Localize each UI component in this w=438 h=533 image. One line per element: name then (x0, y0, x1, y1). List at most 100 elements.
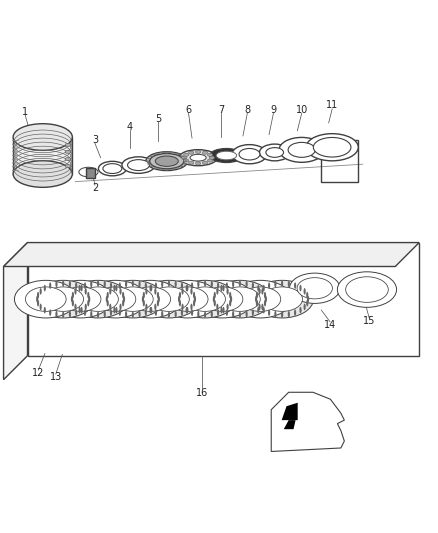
Ellipse shape (12, 170, 14, 171)
Ellipse shape (258, 288, 261, 295)
Ellipse shape (171, 168, 174, 170)
Ellipse shape (71, 296, 73, 302)
Ellipse shape (44, 285, 46, 292)
Text: 7: 7 (218, 105, 224, 115)
Ellipse shape (103, 164, 122, 174)
Ellipse shape (210, 149, 243, 163)
Ellipse shape (69, 281, 71, 287)
Ellipse shape (186, 285, 188, 292)
Ellipse shape (262, 287, 303, 311)
Ellipse shape (85, 288, 87, 295)
Ellipse shape (123, 296, 125, 302)
Polygon shape (271, 392, 344, 451)
Ellipse shape (229, 292, 231, 298)
Text: 8: 8 (244, 105, 251, 115)
Ellipse shape (214, 292, 216, 298)
Ellipse shape (281, 280, 283, 287)
Ellipse shape (13, 159, 15, 160)
Ellipse shape (246, 281, 248, 287)
Ellipse shape (185, 287, 226, 311)
Text: 10: 10 (296, 105, 308, 115)
Ellipse shape (155, 156, 178, 166)
Text: 3: 3 (92, 135, 98, 146)
Ellipse shape (294, 282, 296, 289)
Ellipse shape (171, 152, 174, 154)
Ellipse shape (157, 300, 159, 306)
Ellipse shape (13, 124, 72, 150)
Ellipse shape (109, 288, 111, 295)
Ellipse shape (214, 300, 216, 306)
Ellipse shape (138, 281, 141, 287)
Ellipse shape (12, 166, 14, 167)
Ellipse shape (125, 311, 127, 318)
Ellipse shape (49, 280, 112, 318)
Ellipse shape (95, 287, 136, 311)
Ellipse shape (346, 277, 388, 302)
Ellipse shape (16, 163, 18, 164)
Ellipse shape (150, 154, 184, 169)
Ellipse shape (43, 287, 84, 311)
Ellipse shape (202, 161, 208, 164)
Ellipse shape (195, 162, 201, 165)
Ellipse shape (274, 281, 276, 287)
Ellipse shape (202, 151, 208, 154)
Ellipse shape (208, 280, 271, 318)
Ellipse shape (191, 304, 193, 310)
Ellipse shape (65, 143, 71, 147)
Ellipse shape (229, 280, 292, 318)
Ellipse shape (55, 281, 57, 287)
Ellipse shape (297, 278, 332, 299)
Ellipse shape (145, 288, 148, 295)
Ellipse shape (14, 140, 16, 141)
Ellipse shape (150, 165, 153, 167)
Ellipse shape (145, 282, 147, 289)
Ellipse shape (150, 155, 153, 157)
Ellipse shape (288, 281, 290, 287)
Ellipse shape (226, 304, 229, 310)
Ellipse shape (17, 170, 19, 171)
Ellipse shape (16, 151, 18, 152)
Ellipse shape (209, 156, 215, 159)
Ellipse shape (181, 304, 184, 310)
Ellipse shape (122, 300, 124, 306)
Ellipse shape (25, 287, 66, 311)
Ellipse shape (268, 282, 270, 289)
Ellipse shape (119, 309, 121, 316)
Ellipse shape (177, 154, 180, 155)
Ellipse shape (190, 155, 206, 161)
Ellipse shape (154, 304, 156, 310)
Ellipse shape (179, 292, 181, 298)
Ellipse shape (174, 280, 237, 318)
Ellipse shape (39, 304, 42, 310)
Ellipse shape (165, 169, 168, 171)
Ellipse shape (193, 300, 195, 306)
Ellipse shape (84, 280, 147, 318)
Ellipse shape (99, 161, 126, 176)
Ellipse shape (239, 311, 241, 318)
Text: 5: 5 (155, 114, 161, 124)
Ellipse shape (60, 287, 101, 311)
Ellipse shape (17, 151, 19, 152)
Ellipse shape (191, 288, 193, 295)
Ellipse shape (16, 155, 18, 156)
Ellipse shape (180, 155, 184, 157)
Ellipse shape (226, 288, 229, 295)
Polygon shape (4, 243, 419, 266)
Ellipse shape (85, 304, 87, 310)
Ellipse shape (175, 311, 177, 318)
Ellipse shape (182, 156, 187, 159)
Ellipse shape (193, 292, 195, 298)
Ellipse shape (44, 307, 46, 313)
Ellipse shape (178, 296, 180, 302)
Ellipse shape (157, 292, 159, 298)
Ellipse shape (84, 309, 86, 316)
Ellipse shape (13, 170, 15, 171)
Ellipse shape (300, 285, 302, 292)
Ellipse shape (179, 150, 217, 166)
Ellipse shape (181, 282, 183, 289)
Ellipse shape (12, 155, 14, 156)
Ellipse shape (148, 287, 189, 311)
Ellipse shape (138, 311, 141, 318)
Ellipse shape (156, 280, 219, 318)
Ellipse shape (304, 288, 306, 295)
